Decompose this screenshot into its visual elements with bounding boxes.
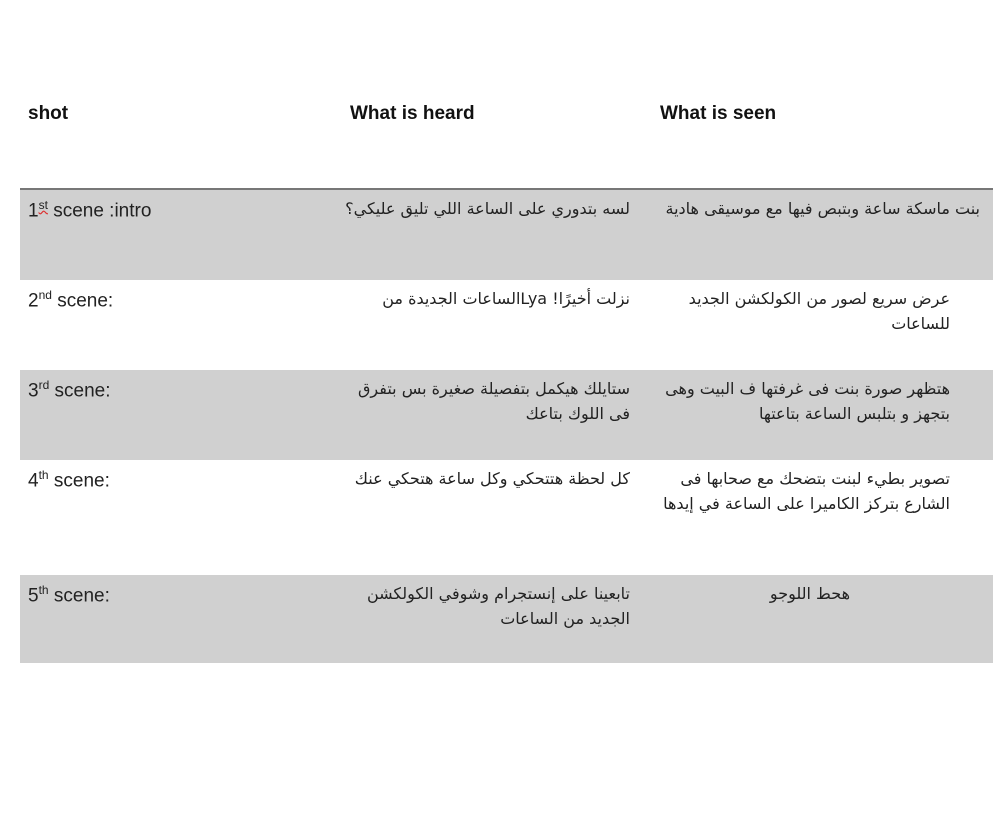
header-seen: What is seen [660, 103, 777, 124]
seen-cell: هتظهر صورة بنت فى غرفتها ف البيت وهى بتج… [665, 379, 950, 423]
shot-cell: 5th scene: [28, 583, 110, 607]
seen-cell: هحط اللوجو [769, 584, 850, 603]
shot-cell: 4th scene: [28, 468, 110, 492]
table-row: 3rd scene: ستايلك هيكمل بتفصيلة صغيرة بس… [20, 370, 993, 460]
script-table: 1st scene :intro لسه بتدوري على الساعة ا… [20, 188, 993, 663]
table-row: 2nd scene: نزلت أخيرًا! Lyaالساعات الجدي… [20, 280, 993, 370]
heard-cell: ستايلك هيكمل بتفصيلة صغيرة بس بتفرق فى ا… [357, 379, 630, 423]
heard-cell: كل لحظة هتتحكي وكل ساعة هتحكي عنك [354, 469, 630, 488]
header-heard: What is heard [350, 103, 475, 124]
table-row: 1st scene :intro لسه بتدوري على الساعة ا… [20, 190, 993, 280]
seen-cell: تصوير بطيء لبنت بتضحك مع صحابها فى الشار… [663, 469, 950, 513]
header-shot: shot [28, 103, 69, 124]
table-row: 4th scene: كل لحظة هتتحكي وكل ساعة هتحكي… [20, 460, 993, 575]
heard-cell: لسه بتدوري على الساعة اللي تليق عليكي؟ [345, 199, 630, 218]
heard-cell: نزلت أخيرًا! Lyaالساعات الجديدة من [382, 289, 630, 308]
shot-cell: 1st scene :intro [28, 198, 152, 222]
shot-cell: 2nd scene: [28, 288, 114, 312]
seen-cell: عرض سريع لصور من الكولكشن الجديد للساعات [688, 289, 950, 333]
table-row: 5th scene: تابعينا على إنستجرام وشوفي ال… [20, 575, 993, 663]
shot-cell: 3rd scene: [28, 378, 111, 402]
seen-cell: بنت ماسكة ساعة وبتبص فيها مع موسيقى هادي… [665, 199, 980, 218]
heard-cell: تابعينا على إنستجرام وشوفي الكولكشن الجد… [366, 584, 630, 628]
